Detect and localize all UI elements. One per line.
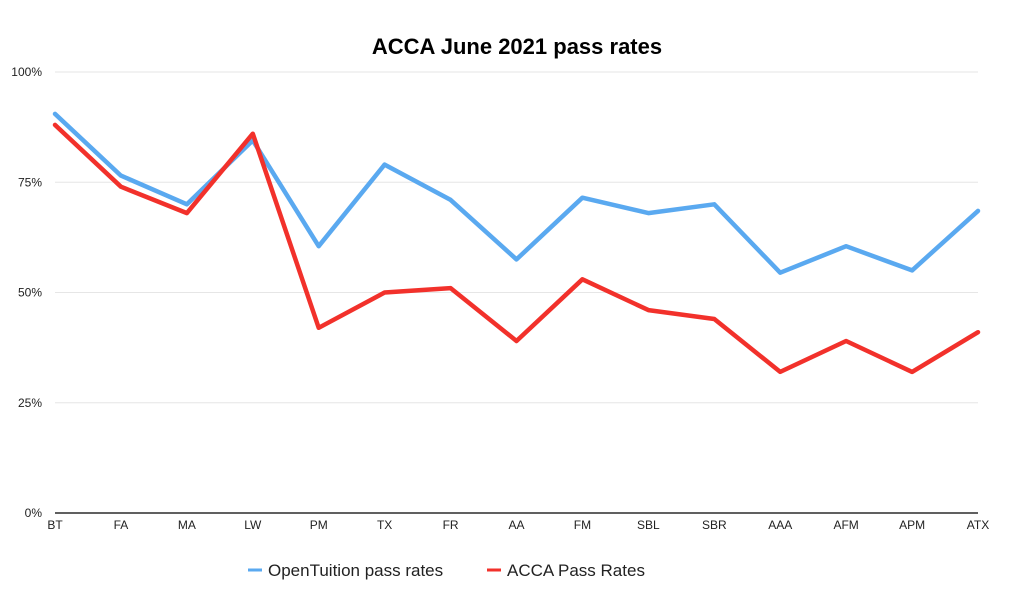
series-line-0 [52,111,981,275]
legend-label-1: ACCA Pass Rates [507,561,645,580]
x-tick-label: BT [47,518,63,532]
x-tick-label: FR [443,518,459,532]
x-tick-label: TX [377,518,392,532]
series-lines [52,111,981,375]
x-tick-label: LW [244,518,262,532]
y-tick-label: 0% [25,506,43,520]
y-tick-label: 50% [18,286,42,300]
chart-title: ACCA June 2021 pass rates [372,34,662,59]
x-tick-label: SBR [702,518,727,532]
x-tick-label: AFM [833,518,858,532]
y-tick-label: 25% [18,396,42,410]
x-tick-label: AAA [768,518,792,532]
x-tick-label: AA [508,518,524,532]
x-tick-label: FM [574,518,591,532]
y-tick-label: 75% [18,175,42,189]
series-line-1 [52,122,981,375]
x-axis-ticks: BT FA MA LW PM TX FR AA FM SBL SBR AAA AFM APM ATX [47,518,989,532]
y-tick-label: 100% [11,65,42,79]
x-tick-label: PM [310,518,328,532]
y-axis-ticks: 0% 25% 50% 75% 100% [11,65,42,520]
x-tick-label: SBL [637,518,660,532]
x-tick-label: APM [899,518,925,532]
x-tick-label: ATX [967,518,989,532]
x-tick-label: FA [114,518,129,532]
gridlines [55,71,978,404]
legend-label-0: OpenTuition pass rates [268,561,443,580]
x-tick-label: MA [178,518,196,532]
legend: OpenTuition pass rates ACCA Pass Rates [248,561,645,580]
